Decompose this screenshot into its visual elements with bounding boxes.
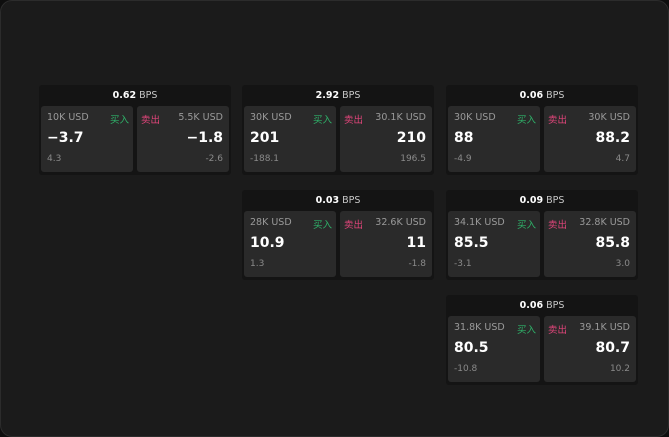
- sell-change: 3.0: [615, 259, 630, 269]
- buy-price: 10.9: [250, 235, 285, 251]
- spread-header: 0.62 BPS: [39, 85, 231, 106]
- spread-unit: BPS: [546, 90, 565, 101]
- spread-header: 0.06 BPS: [446, 85, 638, 106]
- quote-card: 0.03 BPS 28K USD 买入 10.9 1.3 卖出 32.6K US…: [242, 190, 434, 280]
- spread-header: 0.09 BPS: [446, 190, 638, 211]
- spread-unit: BPS: [139, 90, 158, 101]
- buy-change: -3.1: [454, 259, 472, 269]
- quote-card: 0.06 BPS 30K USD 买入 88 -4.9 卖出 30K USD 8…: [446, 85, 638, 175]
- buy-label: 买入: [109, 115, 129, 126]
- spread-value: 0.06: [519, 300, 544, 311]
- sell-label: 卖出: [344, 115, 364, 126]
- buy-price: 88: [454, 130, 474, 146]
- buy-change: -4.9: [454, 154, 472, 164]
- sell-button[interactable]: 卖出 32.8K USD 85.8 3.0: [544, 211, 636, 277]
- buy-price: 85.5: [454, 235, 489, 251]
- buy-size: 31.8K USD: [454, 322, 505, 333]
- sell-size: 30.1K USD: [375, 112, 426, 123]
- sell-price: −1.8: [186, 130, 223, 146]
- sell-size: 5.5K USD: [178, 112, 223, 123]
- quote-card: 0.62 BPS 10K USD 买入 −3.7 4.3 卖出 5.5K USD…: [39, 85, 231, 175]
- sell-label: 卖出: [548, 115, 568, 126]
- sell-label: 卖出: [344, 220, 364, 231]
- sell-price: 210: [396, 130, 426, 146]
- buy-button[interactable]: 34.1K USD 买入 85.5 -3.1: [448, 211, 540, 277]
- sell-button[interactable]: 卖出 32.6K USD 11 -1.8: [340, 211, 432, 277]
- sell-change: -1.8: [408, 259, 426, 269]
- buy-size: 34.1K USD: [454, 217, 505, 228]
- buy-button[interactable]: 30K USD 买入 201 -188.1: [244, 106, 336, 172]
- sell-size: 32.8K USD: [579, 217, 630, 228]
- spread-unit: BPS: [342, 90, 361, 101]
- buy-button[interactable]: 30K USD 买入 88 -4.9: [448, 106, 540, 172]
- sell-size: 30K USD: [588, 112, 630, 123]
- spread-unit: BPS: [546, 195, 565, 206]
- sell-price: 11: [406, 235, 426, 251]
- buy-label: 买入: [516, 115, 536, 126]
- sell-button[interactable]: 卖出 5.5K USD −1.8 -2.6: [137, 106, 229, 172]
- buy-size: 30K USD: [250, 112, 292, 123]
- sell-button[interactable]: 卖出 39.1K USD 80.7 10.2: [544, 316, 636, 382]
- spread-value: 0.09: [519, 195, 544, 206]
- buy-price: 80.5: [454, 340, 489, 356]
- spread-value: 0.03: [315, 195, 340, 206]
- quote-card: 2.92 BPS 30K USD 买入 201 -188.1 卖出 30.1K …: [242, 85, 434, 175]
- buy-change: -10.8: [454, 364, 478, 374]
- buy-size: 30K USD: [454, 112, 496, 123]
- buy-button[interactable]: 10K USD 买入 −3.7 4.3: [41, 106, 133, 172]
- buy-price: −3.7: [47, 130, 84, 146]
- spread-value: 0.62: [112, 90, 137, 101]
- sell-label: 卖出: [548, 220, 568, 231]
- buy-size: 10K USD: [47, 112, 89, 123]
- buy-label: 买入: [312, 115, 332, 126]
- sell-label: 卖出: [141, 115, 161, 126]
- spread-header: 2.92 BPS: [242, 85, 434, 106]
- buy-change: 1.3: [250, 259, 265, 269]
- spread-header: 0.06 BPS: [446, 295, 638, 316]
- spread-value: 2.92: [315, 90, 340, 101]
- buy-label: 买入: [312, 220, 332, 231]
- sell-price: 88.2: [595, 130, 630, 146]
- buy-change: 4.3: [47, 154, 62, 164]
- sell-price: 80.7: [595, 340, 630, 356]
- buy-change: -188.1: [250, 154, 280, 164]
- buy-button[interactable]: 28K USD 买入 10.9 1.3: [244, 211, 336, 277]
- sell-change: 10.2: [609, 364, 630, 374]
- sell-change: -2.6: [205, 154, 223, 164]
- spread-value: 0.06: [519, 90, 544, 101]
- buy-label: 买入: [516, 325, 536, 336]
- buy-size: 28K USD: [250, 217, 292, 228]
- sell-label: 卖出: [548, 325, 568, 336]
- sell-size: 39.1K USD: [579, 322, 630, 333]
- buy-price: 201: [250, 130, 280, 146]
- sell-size: 32.6K USD: [375, 217, 426, 228]
- spread-header: 0.03 BPS: [242, 190, 434, 211]
- quote-card: 0.06 BPS 31.8K USD 买入 80.5 -10.8 卖出 39.1…: [446, 295, 638, 385]
- sell-change: 4.7: [615, 154, 630, 164]
- sell-price: 85.8: [595, 235, 630, 251]
- buy-label: 买入: [516, 220, 536, 231]
- spread-unit: BPS: [342, 195, 361, 206]
- sell-button[interactable]: 卖出 30K USD 88.2 4.7: [544, 106, 636, 172]
- spread-unit: BPS: [546, 300, 565, 311]
- sell-change: 196.5: [400, 154, 426, 164]
- quote-card: 0.09 BPS 34.1K USD 买入 85.5 -3.1 卖出 32.8K…: [446, 190, 638, 280]
- sell-button[interactable]: 卖出 30.1K USD 210 196.5: [340, 106, 432, 172]
- buy-button[interactable]: 31.8K USD 买入 80.5 -10.8: [448, 316, 540, 382]
